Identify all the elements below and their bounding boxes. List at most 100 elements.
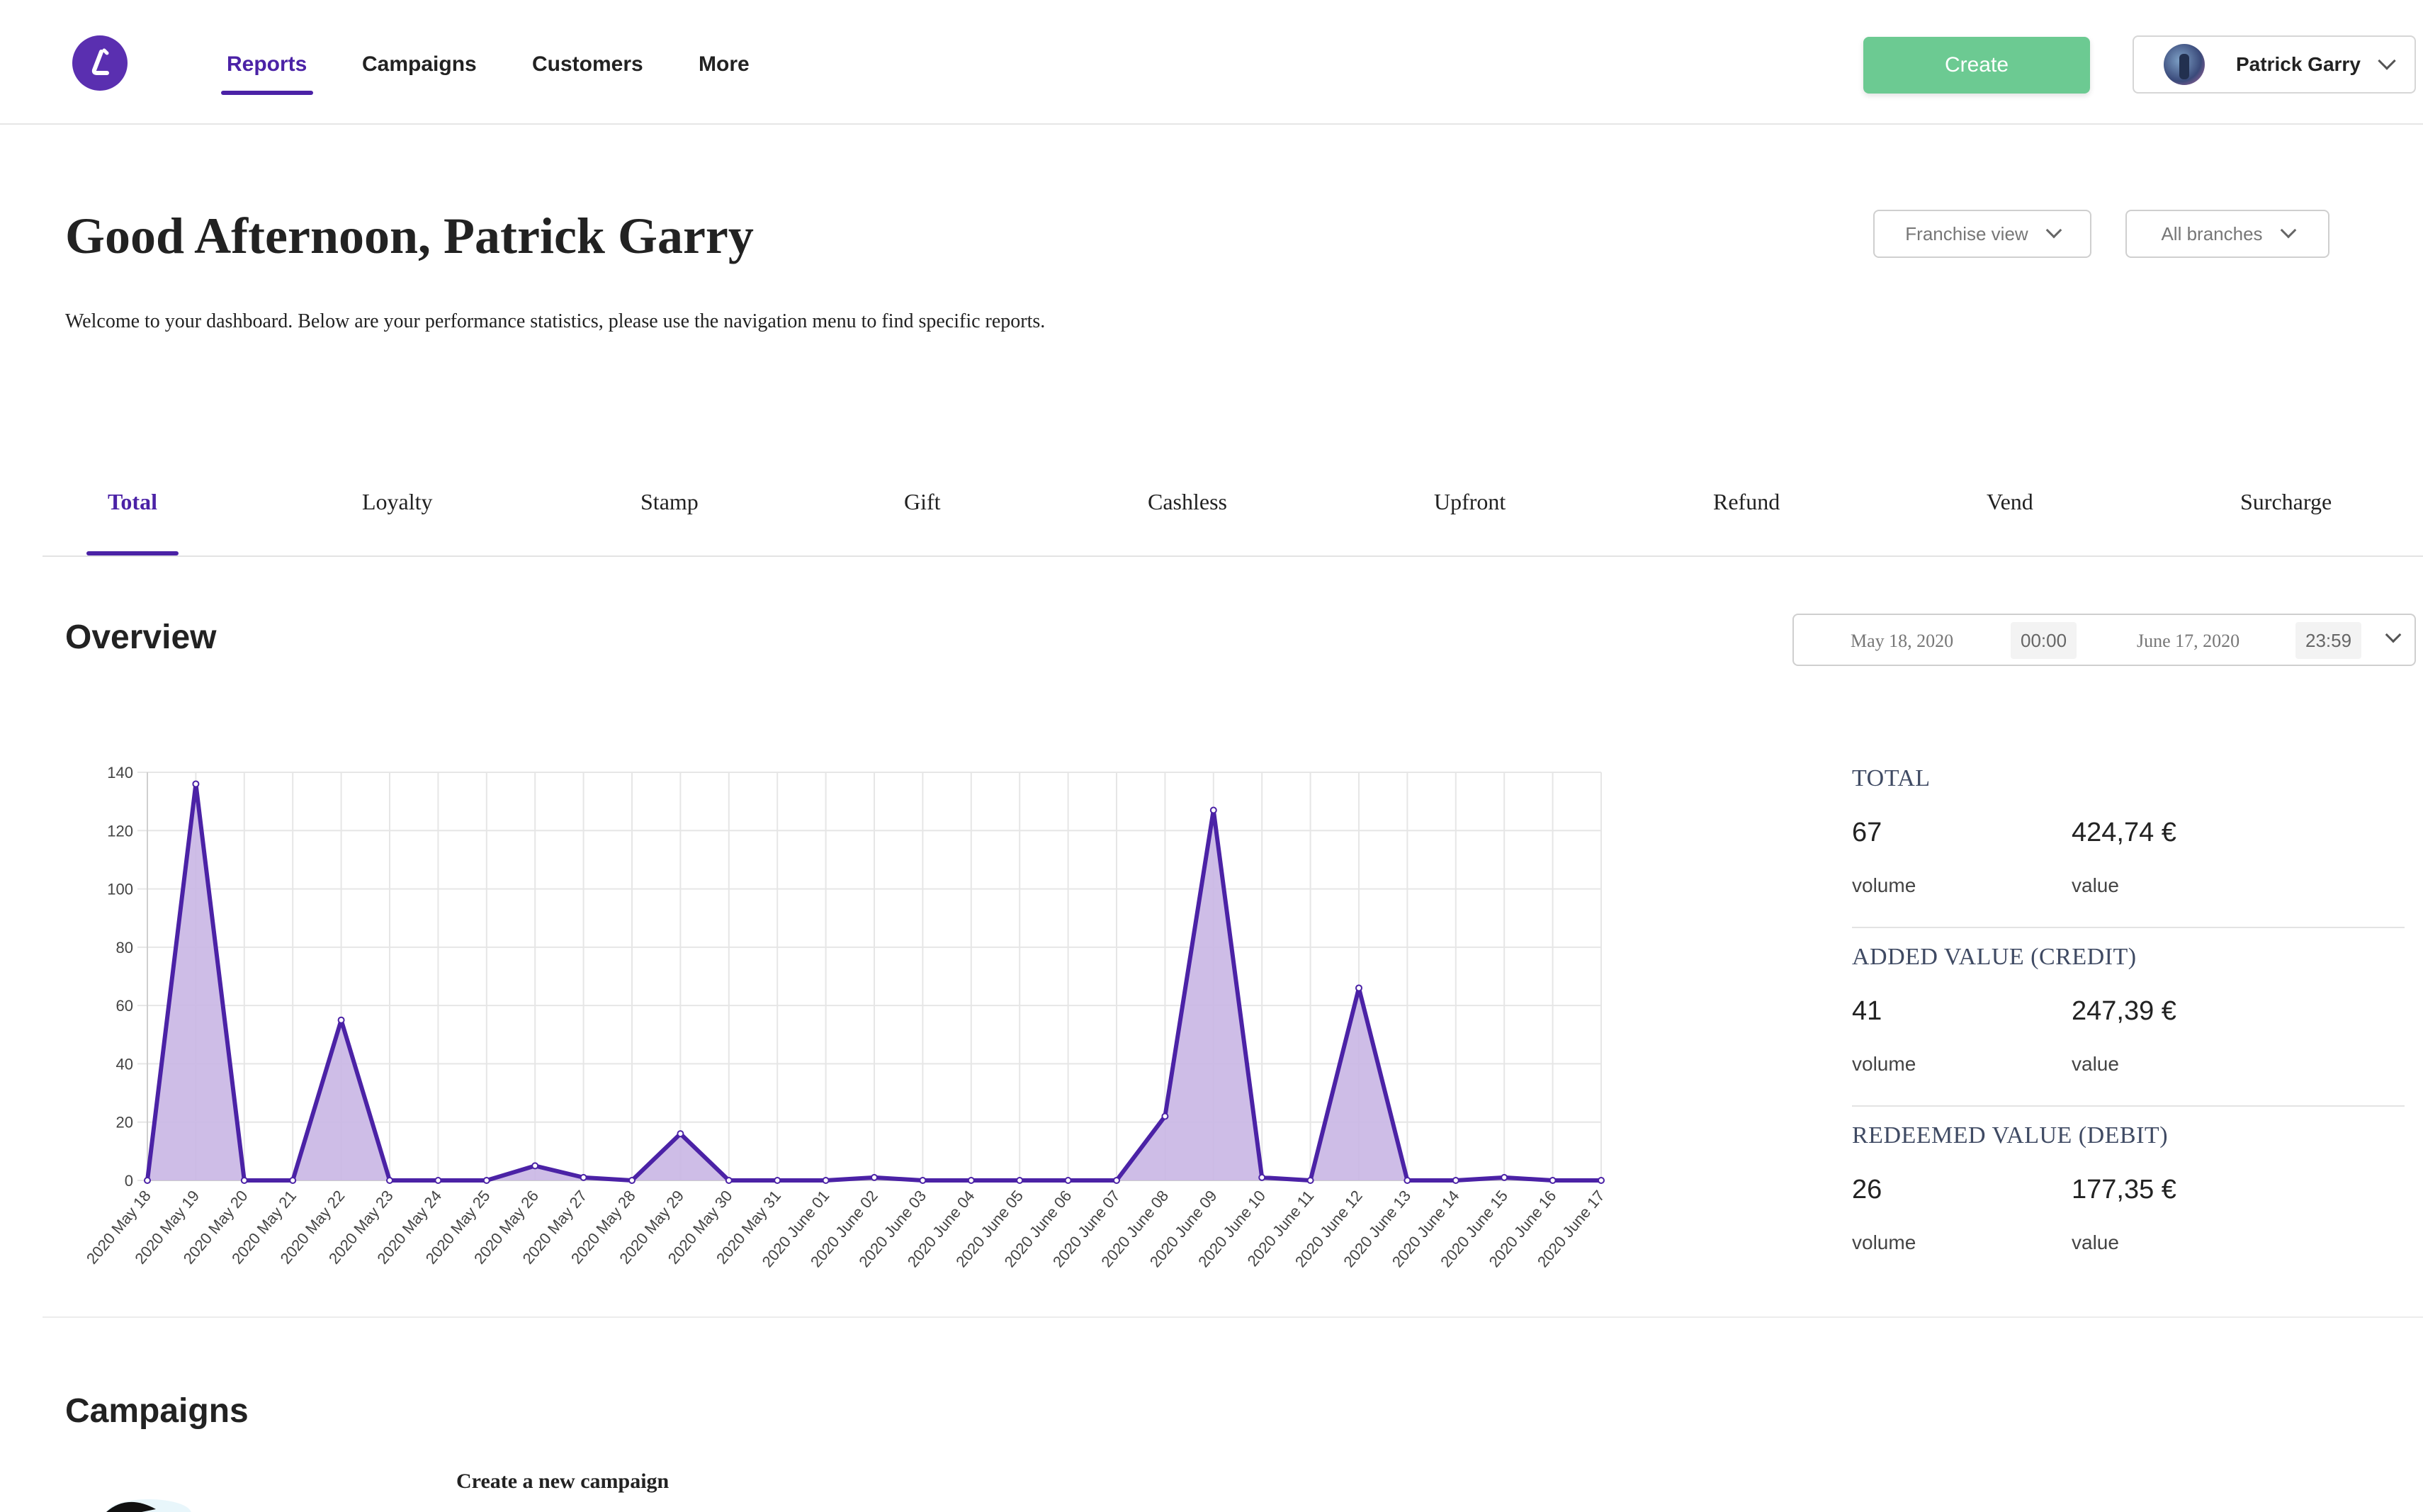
tab-cashless[interactable]: Cashless xyxy=(1148,489,1227,514)
stat-total-value: 424,74 € xyxy=(2072,818,2176,847)
data-point xyxy=(144,1177,151,1184)
data-point xyxy=(1209,806,1217,814)
tab-stamp[interactable]: Stamp xyxy=(640,489,699,514)
y-tick-label: 0 xyxy=(125,1172,133,1190)
data-point xyxy=(967,1177,975,1184)
data-point xyxy=(337,1016,345,1024)
nav-more[interactable]: More xyxy=(699,52,750,76)
user-name: Patrick Garry xyxy=(2236,53,2361,75)
stat-volume-label: volume xyxy=(1852,1053,1916,1075)
tab-refund[interactable]: Refund xyxy=(1713,489,1780,514)
stat-credit-value: 247,39 € xyxy=(2072,996,2176,1026)
section-divider xyxy=(43,1316,2423,1318)
y-tick-label: 20 xyxy=(116,1114,133,1132)
tab-surcharge[interactable]: Surcharge xyxy=(2240,489,2332,514)
data-point xyxy=(434,1177,442,1184)
top-nav-bar: Reports Campaigns Customers More Create … xyxy=(0,0,2423,125)
data-point xyxy=(192,780,200,788)
data-point xyxy=(240,1177,248,1184)
logo-icon xyxy=(91,48,109,75)
data-point xyxy=(1501,1173,1508,1181)
tab-total[interactable]: Total xyxy=(108,489,157,514)
data-point xyxy=(482,1177,490,1184)
tab-loyalty[interactable]: Loyalty xyxy=(362,489,433,514)
data-point xyxy=(1064,1177,1072,1184)
create-button[interactable]: Create xyxy=(1863,37,2090,94)
data-point xyxy=(1403,1177,1411,1184)
data-point xyxy=(1355,984,1362,992)
series-area xyxy=(147,784,1601,1180)
y-tick-label: 120 xyxy=(107,822,133,840)
chevron-down-icon xyxy=(2280,222,2296,239)
user-menu[interactable]: Patrick Garry xyxy=(2133,35,2416,94)
data-point xyxy=(1161,1112,1169,1120)
nav-active-indicator xyxy=(221,91,313,95)
data-point xyxy=(289,1177,297,1184)
report-tabs: Total Loyalty Stamp Gift Cashless Upfron… xyxy=(43,465,2423,557)
stat-value-label: value xyxy=(2072,1231,2119,1253)
end-date[interactable]: June 17, 2020 xyxy=(2137,631,2240,651)
data-point xyxy=(677,1130,684,1138)
data-point xyxy=(822,1177,830,1184)
chevron-down-icon xyxy=(2045,222,2062,239)
data-point xyxy=(871,1173,878,1181)
data-point xyxy=(1016,1177,1024,1184)
avatar xyxy=(2164,44,2205,85)
franchise-view-select[interactable]: Franchise view xyxy=(1873,210,2091,258)
data-point xyxy=(1306,1177,1314,1184)
data-point xyxy=(580,1173,587,1181)
data-point xyxy=(1452,1177,1459,1184)
stat-total-title: TOTAL xyxy=(1852,765,1931,791)
chevron-down-icon xyxy=(2385,626,2402,643)
y-tick-label: 80 xyxy=(116,939,133,957)
stat-value-label: value xyxy=(2072,1053,2119,1075)
y-tick-label: 100 xyxy=(107,881,133,898)
nav-campaigns[interactable]: Campaigns xyxy=(362,52,477,76)
data-point xyxy=(1258,1173,1266,1181)
tab-upfront[interactable]: Upfront xyxy=(1434,489,1506,514)
y-tick-label: 140 xyxy=(107,764,133,782)
data-point xyxy=(774,1177,781,1184)
divider xyxy=(1852,1105,2405,1107)
stat-credit-volume: 41 xyxy=(1852,996,1882,1026)
create-campaign-link[interactable]: Create a new campaign xyxy=(456,1469,670,1493)
data-point xyxy=(531,1162,539,1170)
data-point xyxy=(628,1177,636,1184)
date-range-picker[interactable]: May 18, 2020 00:00 June 17, 2020 23:59 xyxy=(1792,614,2416,666)
start-date[interactable]: May 18, 2020 xyxy=(1851,631,1954,651)
data-point xyxy=(919,1177,927,1184)
campaigns-title: Campaigns xyxy=(65,1392,249,1430)
branch-select-value: All branches xyxy=(2161,222,2263,244)
end-time[interactable]: 23:59 xyxy=(2295,622,2362,659)
franchise-view-value: Franchise view xyxy=(1905,222,2028,244)
app-logo[interactable] xyxy=(72,35,128,91)
stat-credit-title: ADDED VALUE (CREDIT) xyxy=(1852,944,2137,970)
tab-vend[interactable]: Vend xyxy=(1987,489,2033,514)
data-point xyxy=(1113,1177,1120,1184)
nav-reports[interactable]: Reports xyxy=(227,52,307,76)
data-point xyxy=(386,1177,393,1184)
stat-volume-label: volume xyxy=(1852,1231,1916,1253)
stat-total-volume: 67 xyxy=(1852,818,1882,847)
tab-gift[interactable]: Gift xyxy=(904,489,941,514)
stat-debit-title: REDEEMED VALUE (DEBIT) xyxy=(1852,1122,2169,1149)
data-point xyxy=(725,1177,733,1184)
welcome-text: Welcome to your dashboard. Below are you… xyxy=(65,310,1046,332)
overview-chart: 0 20 40 60 80 100 120 140 2020 May 18 2020 May 19… xyxy=(43,737,1630,1304)
divider xyxy=(1852,927,2405,928)
y-tick-label: 40 xyxy=(116,1055,133,1073)
stat-debit-value: 177,35 € xyxy=(2072,1175,2176,1204)
branch-select[interactable]: All branches xyxy=(2125,210,2329,258)
tab-active-indicator xyxy=(86,551,179,555)
chevron-down-icon xyxy=(2378,52,2396,70)
campaign-illustration-icon xyxy=(106,1499,191,1512)
nav-customers[interactable]: Customers xyxy=(532,52,643,76)
y-tick-label: 60 xyxy=(116,997,133,1015)
page-title: Good Afternoon, Patrick Garry xyxy=(65,208,754,264)
start-time[interactable]: 00:00 xyxy=(2011,622,2077,659)
overview-title: Overview xyxy=(65,619,217,656)
stat-value-label: value xyxy=(2072,874,2119,896)
data-point xyxy=(1598,1177,1605,1184)
stat-debit-volume: 26 xyxy=(1852,1175,1882,1204)
